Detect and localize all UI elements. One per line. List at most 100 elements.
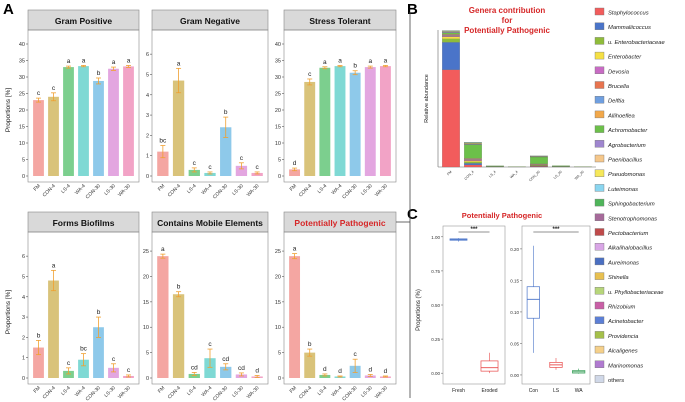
- legend-label: Shinella: [608, 275, 629, 281]
- y-tick-label: 0: [22, 376, 25, 382]
- panel-title: Forms Biofilms: [53, 218, 115, 228]
- box-frame: [521, 225, 591, 385]
- significance-letter: b: [97, 309, 101, 316]
- significance-letter: a: [293, 246, 297, 253]
- legend-swatch: [594, 37, 605, 45]
- y-tick-label: 35: [19, 59, 25, 65]
- y-tick-label: 20: [19, 108, 25, 114]
- x-tick-label: WA-4: [74, 183, 87, 196]
- y-tick-label: 0: [146, 174, 149, 180]
- bar: [379, 66, 391, 176]
- panel-title: Potentially Pathogenic: [294, 218, 385, 228]
- y-tick-label: 25: [143, 249, 149, 255]
- x-tick-label: LS-30: [103, 385, 117, 399]
- y-tick-label: 20: [275, 274, 281, 280]
- x-tick-label: LS_30: [553, 170, 563, 180]
- legend-swatch: [594, 228, 605, 236]
- bar: [33, 100, 44, 176]
- stack-segment: [442, 38, 460, 43]
- significance-letter: c: [112, 356, 116, 363]
- significance-letter: c: [52, 85, 56, 92]
- y-tick-label: 15: [19, 125, 25, 131]
- legend-swatch: [594, 22, 605, 30]
- plot-frame: [151, 29, 269, 183]
- x-tick-label: CON-30: [341, 183, 358, 200]
- y-tick-label: 10: [143, 325, 149, 331]
- y-tick-label: 0.00: [510, 373, 519, 378]
- x-tick-label: WA: [575, 388, 584, 394]
- legend-label: Achromobacter: [607, 128, 648, 134]
- legend-swatch: [594, 345, 605, 354]
- significance-letter: c: [208, 341, 212, 348]
- x-tick-label: FM: [446, 170, 452, 176]
- legend-label: Staphylococcus: [608, 11, 649, 17]
- significance-letter: a: [323, 59, 327, 66]
- y-axis-label: Proportions [%]: [5, 290, 12, 335]
- legend-label: Mammaliicoccus: [608, 25, 651, 31]
- legend-swatch: [594, 198, 605, 207]
- stack-segment: [530, 156, 548, 164]
- panel-b-title: Genera contribution: [469, 6, 546, 15]
- bar: [220, 127, 232, 176]
- legend-label: Providencia: [608, 334, 639, 340]
- x-tick-label: CON-30: [212, 385, 229, 402]
- x-tick-label: CON-4: [298, 183, 313, 198]
- stack-segment: [530, 165, 548, 167]
- bar: [319, 374, 331, 378]
- significance-letter: d: [368, 366, 372, 373]
- significance-stars: ***: [470, 227, 478, 233]
- panel-b-title: Potentially Pathogenic: [464, 26, 550, 35]
- legend-swatch: [594, 110, 605, 119]
- x-tick-label: WA-4: [200, 183, 213, 196]
- significance-letter: cd: [222, 356, 229, 363]
- bar: [48, 96, 59, 176]
- panel-title: Contains Mobile Elements: [157, 218, 263, 228]
- y-tick-label: 1: [146, 154, 149, 160]
- x-tick-label: WA-30: [117, 385, 132, 400]
- box: [526, 286, 540, 319]
- bar: [235, 165, 248, 176]
- y-axis-label: Proportions (%): [416, 289, 422, 331]
- legend-label: Acinetobacter: [607, 319, 645, 325]
- stack-segment: [442, 31, 460, 33]
- bar: [304, 352, 316, 378]
- y-tick-label: 0: [146, 376, 149, 382]
- bar: [157, 151, 169, 176]
- bar: [304, 81, 316, 176]
- panel-title: Gram Positive: [55, 16, 112, 26]
- significance-letter: a: [112, 59, 116, 66]
- legend-swatch: [594, 316, 605, 324]
- stack-segment: [442, 36, 460, 37]
- y-tick-label: 40: [275, 42, 281, 48]
- x-tick-label: FM: [157, 385, 166, 394]
- y-tick-label: 10: [275, 325, 281, 331]
- x-tick-label: CON_4: [464, 170, 475, 181]
- bar: [172, 294, 185, 378]
- x-tick-label: WA_30: [574, 170, 585, 181]
- bar: [364, 67, 376, 176]
- stack-segment: [442, 34, 460, 36]
- stack-segment: [442, 42, 460, 70]
- y-tick-label: 20: [275, 108, 281, 114]
- panel-letter-a: A: [3, 1, 14, 18]
- y-tick-label: 0: [278, 376, 281, 382]
- legend-label: Marinomonas: [608, 363, 643, 369]
- stack-segment: [464, 142, 482, 144]
- x-tick-label: WA-4: [74, 385, 87, 398]
- significance-letter: b: [37, 332, 41, 339]
- legend-swatch: [594, 140, 605, 148]
- significance-letter: a: [368, 58, 372, 65]
- x-tick-label: CON-4: [167, 385, 182, 400]
- x-tick-label: LS-4: [317, 385, 329, 397]
- bar: [188, 373, 200, 378]
- x-tick-label: CON-4: [42, 385, 57, 400]
- y-tick-label: 15: [275, 300, 281, 306]
- stack-segment: [464, 159, 482, 161]
- significance-letter: b: [177, 284, 181, 291]
- y-tick-label: 1.00: [431, 235, 440, 240]
- x-tick-label: LS-4: [60, 385, 72, 397]
- y-tick-label: 10: [19, 141, 25, 147]
- stack-segment: [464, 161, 482, 164]
- significance-letter: d: [255, 367, 259, 374]
- bar: [78, 66, 89, 176]
